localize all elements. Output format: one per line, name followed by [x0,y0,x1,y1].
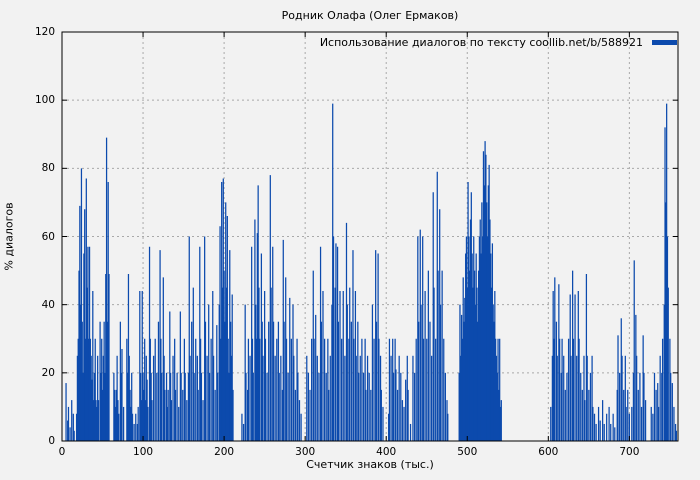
chart-title: Родник Олафа (Олег Ермаков) [281,9,459,22]
y-tick-label: 60 [41,230,55,243]
x-tick-label: 200 [214,446,235,458]
x-tick-label: 0 [58,446,66,458]
x-tick-label: 300 [295,446,316,458]
x-tick-label: 600 [538,446,559,458]
legend: Использование диалогов по тексту coollib… [320,35,677,49]
legend-line-sample [652,39,677,45]
plot-border [61,31,679,442]
y-tick-label: 120 [34,26,55,38]
y-tick-label: 100 [34,94,55,107]
x-tick-label: 700 [619,446,640,458]
x-axis-label: Счетчик знаков (тыс.) [306,458,434,471]
y-tick-label: 20 [41,366,55,379]
y-tick-label: 40 [41,298,55,311]
y-tick-label: 80 [41,162,55,175]
y-tick-label: 0 [48,435,55,447]
legend-label: Использование диалогов по тексту coollib… [319,35,643,49]
x-tick-label: 100 [133,446,154,458]
x-tick-label: 500 [457,446,478,458]
x-tick-label: 400 [376,446,397,458]
